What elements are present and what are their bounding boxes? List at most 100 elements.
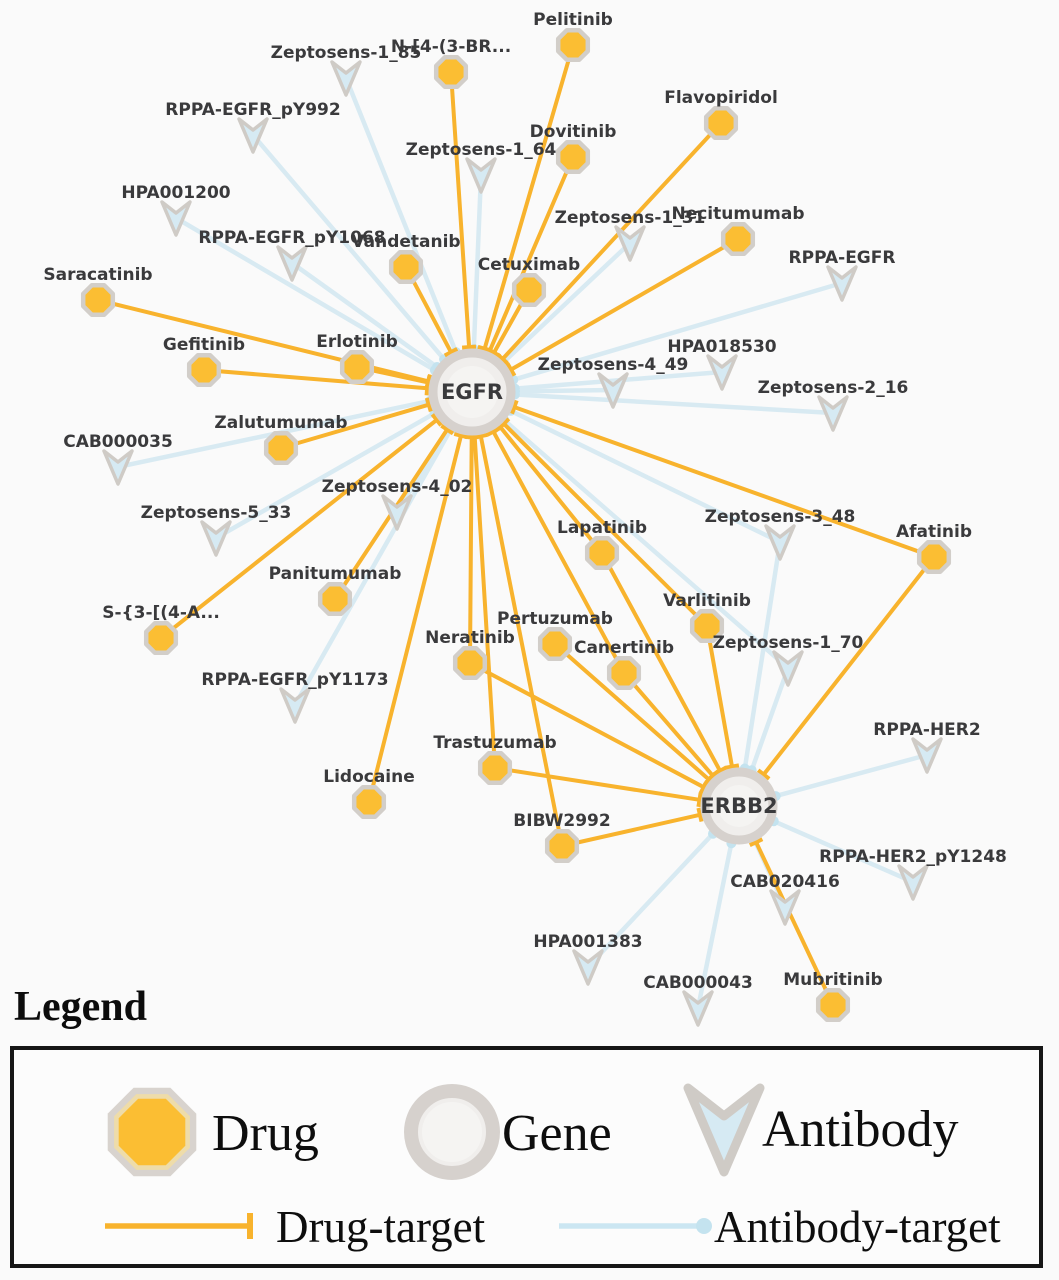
legend-antibody-chevron	[683, 1083, 765, 1177]
antibody-chevron-icon	[614, 225, 646, 262]
node-HPA001200[interactable]	[160, 200, 192, 237]
drug-octagon-icon	[339, 349, 375, 385]
node-Erlotinib[interactable]	[339, 349, 375, 385]
node-CAB000043[interactable]	[682, 990, 714, 1027]
drug-target-edge-icon	[105, 1213, 253, 1239]
edge-tee-end	[424, 375, 432, 390]
label-Canertinib: Canertinib	[574, 638, 674, 658]
edge-Pelitinib-EGFR	[482, 43, 575, 351]
edge-RPPA-EGFR_pY992-EGFR	[250, 132, 447, 362]
node-RPPA-HER2[interactable]	[911, 737, 943, 774]
node-Zalutumumab[interactable]	[263, 430, 299, 466]
node-Zeptosens-1_70[interactable]	[772, 650, 804, 687]
node-Zeptosens-1_31[interactable]	[614, 225, 646, 262]
edge-tee-end	[440, 424, 455, 436]
legend-title: Legend	[14, 984, 148, 1030]
edge-CAB000043-ERBB2	[695, 840, 734, 1011]
node-Zeptosens-5_33[interactable]	[200, 520, 232, 557]
drug-octagon-icon	[916, 539, 952, 575]
label-ERBB2: ERBB2	[700, 794, 777, 818]
edge-Zeptosens-4_49-EGFR	[512, 387, 616, 394]
node-RPPA-EGFR_pY1068[interactable]	[276, 245, 308, 282]
edge-Canertinib-ERBB2	[622, 671, 715, 778]
label-Pertuzumab: Pertuzumab	[497, 609, 613, 629]
node-Necitumumab[interactable]	[720, 221, 756, 257]
node-Vandetanib[interactable]	[388, 249, 424, 285]
node-N43BR[interactable]	[433, 54, 469, 90]
edge-BIBW2992-EGFR	[478, 434, 564, 848]
node-Varlitinib[interactable]	[689, 608, 725, 644]
node-Lapatinib[interactable]	[584, 535, 620, 571]
drug-octagon-icon	[477, 750, 513, 786]
node-Zeptosens-2_16[interactable]	[817, 395, 849, 432]
node-Neratinib[interactable]	[452, 645, 488, 681]
edge-Necitumumab-EGFR	[509, 237, 740, 372]
edge-tee-end	[473, 432, 488, 440]
node-Zeptosens-3_48[interactable]	[764, 524, 796, 561]
drug-edges	[96, 43, 936, 1007]
node-Canertinib[interactable]	[606, 655, 642, 691]
edge-Zeptosens-1_70-ERBB2	[749, 665, 791, 773]
label-EGFR: EGFR	[441, 380, 503, 404]
node-Afatinib[interactable]	[916, 539, 952, 575]
node-BIBW2992[interactable]	[544, 828, 580, 864]
edge-Trastuzumab-ERBB2	[493, 766, 702, 802]
node-Zeptosens-4_02[interactable]	[381, 494, 413, 531]
legend-drug-target-label: Drug-target	[276, 1202, 486, 1252]
label-Cetuximab: Cetuximab	[478, 255, 580, 275]
node-Zeptosens-1_64[interactable]	[465, 157, 497, 194]
edge-tee-end	[510, 399, 519, 415]
drug-octagon-icon	[606, 655, 642, 691]
node-Pelitinib[interactable]	[555, 27, 591, 63]
edge-S34A-EGFR	[159, 417, 439, 640]
edge-tee-end	[424, 397, 433, 412]
drug-octagon-icon	[351, 784, 387, 820]
node-Cetuximab[interactable]	[511, 272, 547, 308]
node-Pertuzumab[interactable]	[537, 626, 573, 662]
node-Trastuzumab[interactable]	[477, 750, 513, 786]
edge-Trastuzumab-EGFR	[472, 434, 497, 770]
node-Lidocaine[interactable]	[351, 784, 387, 820]
label-RPPA-EGFR_pY1173: RPPA-EGFR_pY1173	[201, 670, 388, 690]
node-Zeptosens-4_49[interactable]	[597, 372, 629, 409]
edge-Lidocaine-EGFR	[367, 433, 463, 804]
node-CAB000035[interactable]	[102, 449, 134, 486]
edge-tee-end	[724, 763, 740, 770]
gene-inner-circle	[718, 785, 760, 827]
node-EGFR[interactable]	[428, 348, 516, 436]
node-RPPA-EGFR_pY992[interactable]	[237, 117, 269, 154]
label-Flavopiridol: Flavopiridol	[664, 88, 778, 108]
drug-octagon-icon	[186, 352, 222, 388]
edge-Varlitinib-EGFR	[501, 421, 709, 628]
node-Flavopiridol[interactable]	[703, 105, 739, 141]
edge-Zeptosens-1_70-EGFR	[502, 418, 791, 671]
node-Mubritinib[interactable]	[815, 987, 851, 1023]
edge-Canertinib-EGFR	[491, 429, 626, 675]
antibody-chevron-icon	[330, 60, 362, 97]
node-Saracatinib[interactable]	[80, 282, 116, 318]
drug-octagon-icon	[452, 645, 488, 681]
antibody-chevron-icon	[276, 245, 308, 282]
node-HPA001383[interactable]	[572, 949, 604, 986]
node-Panitumumab[interactable]	[317, 581, 353, 617]
node-S34A[interactable]	[143, 620, 179, 656]
node-HPA018530[interactable]	[706, 354, 738, 391]
edge-RPPA-EGFR_pY1068-EGFR	[289, 260, 440, 370]
node-RPPA-EGFR_pY1173[interactable]	[279, 687, 311, 724]
node-Gefitinib[interactable]	[186, 352, 222, 388]
antibody-chevron-icon	[769, 889, 801, 926]
antibody-chevron-icon	[381, 494, 413, 531]
edge-BIBW2992-ERBB2	[560, 812, 702, 848]
node-RPPA-EGFR[interactable]	[826, 265, 858, 302]
antibody-chevron-icon	[897, 864, 929, 901]
edge-Zalutumumab-EGFR	[279, 402, 431, 450]
node-Dovitinib[interactable]	[555, 139, 591, 175]
node-ERBB2[interactable]	[700, 767, 778, 845]
node-Zeptosens-1_85[interactable]	[330, 60, 362, 97]
network-graph: EGFR ERBB2 Pelitinib N-[4-(3-BR... Dovitinib…	[43, 10, 1007, 1027]
legend-antibody-target-label: Antibody-target	[714, 1202, 1001, 1252]
node-CAB020416[interactable]	[769, 889, 801, 926]
node-RPPA-HER2_pY1248[interactable]	[897, 864, 929, 901]
antibody-chevron-icon	[817, 395, 849, 432]
